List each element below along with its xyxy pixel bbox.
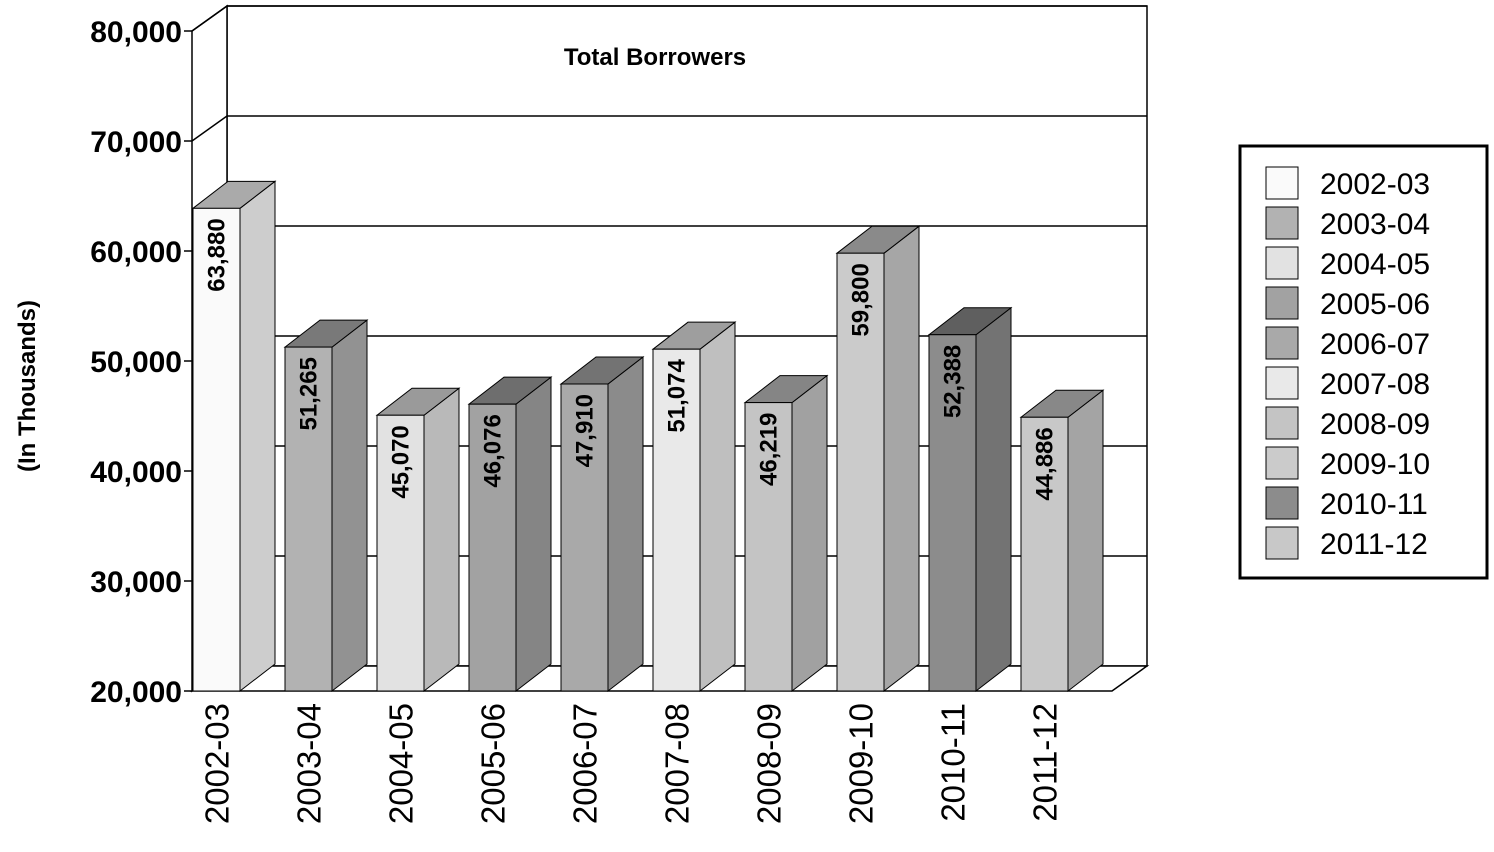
x-tick-label: 2009-10 [843, 703, 880, 824]
chart-title: Total Borrowers [564, 44, 746, 71]
x-tick-label: 2007-08 [659, 703, 696, 824]
bar-side [883, 225, 920, 693]
bar-front [836, 252, 885, 692]
legend-item: 2011-12 [1265, 526, 1428, 561]
legend-item: 2008-09 [1265, 406, 1430, 441]
y-tick-label: 50,000 [90, 346, 182, 379]
legend-label: 2008-09 [1320, 408, 1430, 441]
legend-item: 2002-03 [1265, 166, 1430, 201]
y-tick-label: 20,000 [90, 676, 182, 709]
x-tick-label: 2004-05 [383, 703, 420, 824]
bar-2011-12: 44,886 [1019, 389, 1105, 693]
legend-swatch [1265, 526, 1299, 560]
legend: 2002-03 2003-04 2004-05 2005-06 2006-07 2007-… [1238, 144, 1489, 580]
bar-side [515, 376, 552, 693]
data-label: 51,265 [296, 357, 323, 430]
bar-side [699, 321, 736, 693]
bar-2002-03: 63,880 [191, 180, 277, 693]
x-tick-label: 2010-11 [935, 703, 972, 822]
bar-side [423, 387, 460, 693]
bar-front [284, 346, 333, 692]
legend-swatch [1265, 246, 1299, 280]
x-axis-ticks: 2002-03 2003-04 2004-05 2005-06 2006-07 2007-… [199, 703, 1064, 824]
bar-2007-08: 51,074 [651, 321, 737, 693]
legend-label: 2009-10 [1320, 448, 1430, 481]
data-label: 45,070 [388, 425, 415, 498]
bar-front [1020, 416, 1069, 692]
legend-swatch [1265, 326, 1299, 360]
legend-swatch [1265, 486, 1299, 520]
bar-front [192, 207, 241, 692]
gridline-side [191, 5, 228, 32]
x-tick-label: 2003-04 [291, 703, 328, 824]
legend-swatch [1265, 446, 1299, 480]
bar-side [331, 319, 368, 693]
bar-side [239, 180, 276, 693]
legend-swatch [1265, 406, 1299, 440]
legend-swatch [1265, 366, 1299, 400]
legend-item: 2009-10 [1265, 446, 1430, 481]
x-tick-label: 2005-06 [475, 703, 512, 824]
legend-item: 2006-07 [1265, 326, 1430, 361]
y-tick-label: 60,000 [90, 236, 182, 269]
bar-front [468, 403, 517, 692]
bar-side [1067, 389, 1104, 693]
legend-label: 2011-12 [1320, 528, 1428, 561]
y-tick-label: 70,000 [90, 126, 182, 159]
bar-side [607, 355, 644, 693]
bar-2004-05: 45,070 [375, 387, 461, 693]
bar-front [744, 402, 793, 692]
bar-2005-06: 46,076 [467, 376, 553, 693]
data-label: 59,800 [848, 263, 875, 336]
data-label: 44,886 [1032, 427, 1059, 500]
gridline-side [191, 115, 228, 142]
data-label: 46,219 [756, 413, 783, 486]
y-tick-label: 80,000 [90, 16, 182, 49]
x-tick-label: 2008-09 [751, 703, 788, 824]
x-tick-label: 2011-12 [1027, 703, 1064, 822]
legend-item: 2005-06 [1265, 286, 1430, 321]
bar-2010-11: 52,388 [927, 306, 1013, 693]
x-tick-label: 2002-03 [199, 703, 236, 824]
legend-swatch [1265, 286, 1299, 320]
x-tick-label: 2006-07 [567, 703, 604, 824]
data-label: 52,388 [940, 345, 967, 418]
bars: 63,880 51,265 45,070 46,076 47,910 51,074 46,2… [191, 180, 1105, 693]
data-label: 46,076 [480, 414, 507, 487]
bar-2003-04: 51,265 [283, 319, 369, 693]
bar-side [975, 306, 1012, 693]
legend-label: 2003-04 [1320, 208, 1430, 241]
legend-item: 2010-11 [1265, 486, 1428, 521]
legend-swatch [1265, 206, 1299, 240]
data-label: 47,910 [572, 394, 599, 467]
bar-front [928, 334, 977, 692]
legend-label: 2007-08 [1320, 368, 1430, 401]
legend-label: 2005-06 [1320, 288, 1430, 321]
bar-2006-07: 47,910 [559, 355, 645, 693]
legend-item: 2004-05 [1265, 246, 1430, 281]
bar-front [560, 383, 609, 692]
y-tick-label: 40,000 [90, 456, 182, 489]
legend-label: 2006-07 [1320, 328, 1430, 361]
legend-label: 2010-11 [1320, 488, 1428, 521]
legend-label: 2002-03 [1320, 168, 1430, 201]
bar-front [376, 414, 425, 692]
data-label: 51,074 [664, 359, 691, 433]
bar-side [791, 374, 828, 693]
y-axis-ticks: 20,000 30,000 40,000 50,000 60,000 70,000 80,0… [90, 16, 192, 709]
bar-2009-10: 59,800 [835, 225, 921, 693]
y-axis-label: (In Thousands) [14, 300, 41, 472]
legend-item: 2003-04 [1265, 206, 1430, 241]
y-tick-label: 30,000 [90, 566, 182, 599]
bar-2008-09: 46,219 [743, 374, 829, 693]
legend-swatch [1265, 166, 1299, 200]
data-label: 63,880 [204, 218, 231, 291]
legend-label: 2004-05 [1320, 248, 1430, 281]
legend-item: 2007-08 [1265, 366, 1430, 401]
bar-front [652, 348, 701, 692]
